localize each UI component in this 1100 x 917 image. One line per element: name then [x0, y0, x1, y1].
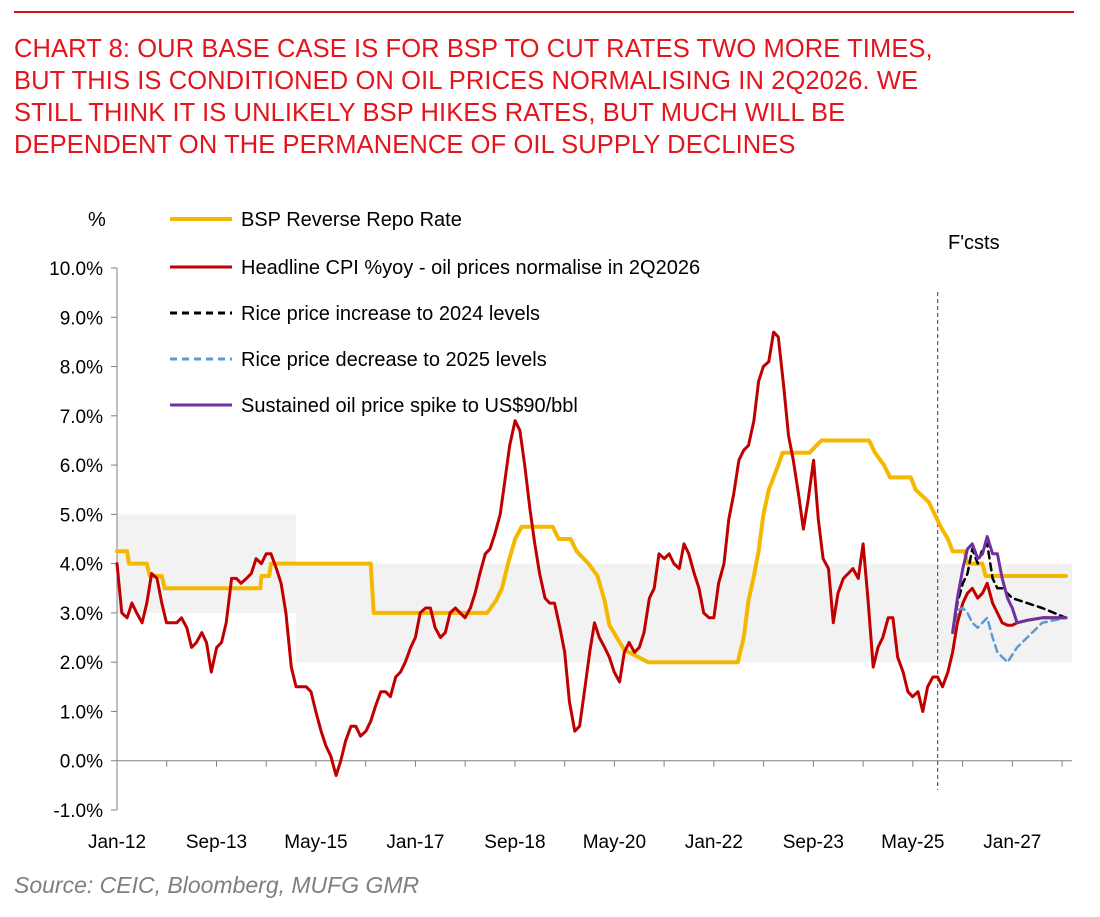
legend: % BSP Reverse Repo Rate Headline CPI %yo…: [88, 209, 1000, 417]
x-tick-label: May-25: [881, 832, 944, 853]
y-tick-label: 6.0%: [60, 456, 103, 477]
series-line-rice-up: [951, 542, 1068, 634]
legend-label-rice-down: Rice price decrease to 2025 levels: [241, 349, 547, 371]
y-tick-label: 2.0%: [60, 653, 103, 674]
legend-label-oil-spike: Sustained oil price spike to US$90/bbl: [241, 395, 578, 417]
x-tick-label: Jan-27: [983, 832, 1041, 853]
x-tick-label: Jan-12: [88, 832, 146, 853]
series-line-cpi: [115, 330, 1068, 777]
y-tick-label: 7.0%: [60, 407, 103, 428]
x-tick-label: Sep-18: [484, 832, 545, 853]
x-tick-label: Sep-23: [783, 832, 844, 853]
x-tick-label: May-15: [284, 832, 347, 853]
title-rule: [14, 11, 1074, 13]
y-tick-label: 1.0%: [60, 702, 103, 723]
y-tick-label: 8.0%: [60, 358, 103, 379]
y-tick-label: 5.0%: [60, 505, 103, 526]
y-tick-label: 4.0%: [60, 555, 103, 576]
series-line-rice-down: [951, 606, 1068, 664]
legend-label-rrp: BSP Reverse Repo Rate: [241, 209, 462, 231]
x-tick-label: Jan-22: [685, 832, 743, 853]
inflation-target-bands: [117, 514, 1072, 663]
chart-title: CHART 8: OUR BASE CASE IS FOR BSP TO CUT…: [14, 35, 933, 159]
y-tick-label: 0.0%: [60, 752, 103, 773]
legend-label-rice-up: Rice price increase to 2024 levels: [241, 303, 540, 325]
y-tick-label: 10.0%: [49, 259, 103, 280]
axes: -1.0% 0.0% 1.0% 2.0% 3.0% 4.0% 5.0% 6.0% 7.0% 8.0…: [49, 259, 1072, 853]
y-tick-label: 3.0%: [60, 604, 103, 625]
y-axis-label: %: [88, 209, 106, 231]
series-line-oil-spike: [951, 535, 1068, 635]
x-tick-label: Sep-13: [186, 832, 247, 853]
x-tick-label: May-20: [583, 832, 646, 853]
series-layer: [115, 330, 1068, 777]
source-note: Source: CEIC, Bloomberg, MUFG GMR: [14, 872, 420, 898]
legend-label-cpi: Headline CPI %yoy - oil prices normalise…: [241, 257, 700, 279]
forecast-label: F'csts: [948, 232, 1000, 254]
y-tick-label: -1.0%: [53, 801, 103, 822]
y-tick-label: 9.0%: [60, 308, 103, 329]
x-tick-label: Jan-17: [386, 832, 444, 853]
